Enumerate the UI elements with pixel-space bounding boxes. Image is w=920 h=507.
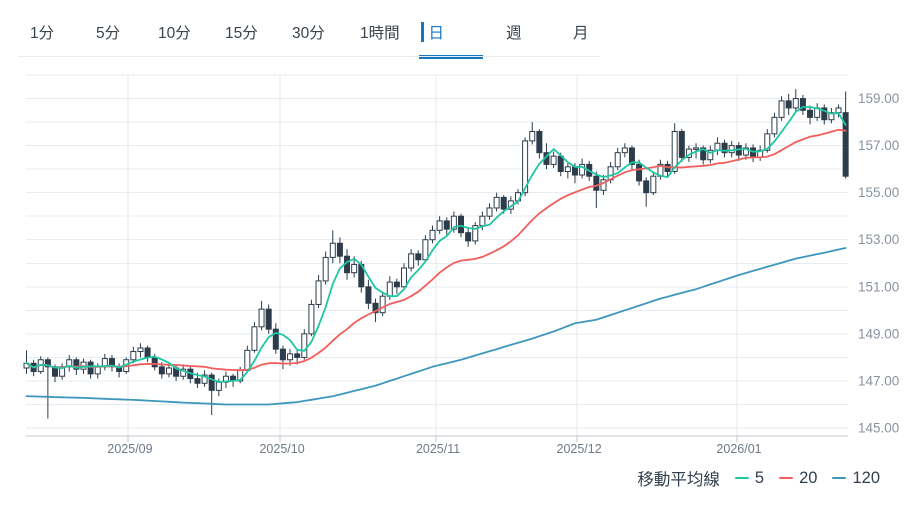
ma5-line xyxy=(25,106,847,383)
svg-text:2026/01: 2026/01 xyxy=(716,442,761,456)
tab-month[interactable]: 月 xyxy=(573,22,589,46)
ma5-legend-label: 5 xyxy=(754,468,765,487)
svg-text:2025/12: 2025/12 xyxy=(557,442,602,456)
ma20-legend-label: 20 xyxy=(799,468,818,487)
ma20-legend-item: 20 xyxy=(779,469,817,488)
tab-5min[interactable]: 5分 xyxy=(96,22,120,46)
y-axis-labels: 145.00 147.00 149.00 151.00 153.00 155.00 157.… xyxy=(858,91,899,435)
svg-text:2025/10: 2025/10 xyxy=(259,442,304,456)
ma20-line xyxy=(25,128,847,372)
ma5-swatch-icon xyxy=(734,476,749,480)
ma120-swatch-icon xyxy=(832,476,847,480)
tab-week[interactable]: 週 xyxy=(506,22,522,46)
svg-text:149.00: 149.00 xyxy=(858,326,899,341)
svg-text:159.00: 159.00 xyxy=(858,91,899,106)
tab-30min[interactable]: 30分 xyxy=(292,22,325,46)
ma120-line xyxy=(25,247,847,406)
interval-tabbar: 1分 5分 10分 15分 30分 1時間 日 週 月 xyxy=(0,0,920,59)
tab-1min[interactable]: 1分 xyxy=(30,22,54,46)
tab-day-label: 日 xyxy=(428,25,445,42)
svg-text:151.00: 151.00 xyxy=(858,279,899,294)
ma-legend-title: 移動平均線 xyxy=(637,471,720,489)
tab-day[interactable]: 日 xyxy=(418,22,484,59)
tab-1hour[interactable]: 1時間 xyxy=(360,22,400,46)
svg-text:2025/09: 2025/09 xyxy=(107,442,152,456)
svg-text:155.00: 155.00 xyxy=(858,185,899,200)
svg-text:157.00: 157.00 xyxy=(858,138,899,153)
svg-text:147.00: 147.00 xyxy=(858,373,899,388)
ma20-swatch-icon xyxy=(779,476,794,480)
ma-lines-layer xyxy=(25,106,847,406)
active-tab-caret xyxy=(421,22,424,42)
candles-layer xyxy=(23,89,849,419)
ma120-legend-item: 120 xyxy=(832,469,880,488)
svg-text:2025/11: 2025/11 xyxy=(416,442,460,456)
tab-10min[interactable]: 10分 xyxy=(158,22,191,46)
tab-15min[interactable]: 15分 xyxy=(225,22,258,46)
svg-text:153.00: 153.00 xyxy=(858,232,899,247)
x-axis xyxy=(26,435,848,442)
ma120-legend-label: 120 xyxy=(852,468,880,487)
svg-text:145.00: 145.00 xyxy=(858,421,899,436)
x-axis-labels: 2025/09 2025/10 2025/11 2025/12 2026/01 xyxy=(107,442,761,456)
ma-legend: 移動平均線 5 20 120 xyxy=(637,466,880,490)
grid-layer xyxy=(26,74,848,436)
ma5-legend-item: 5 xyxy=(734,468,765,488)
tabbar-divider xyxy=(18,56,600,57)
